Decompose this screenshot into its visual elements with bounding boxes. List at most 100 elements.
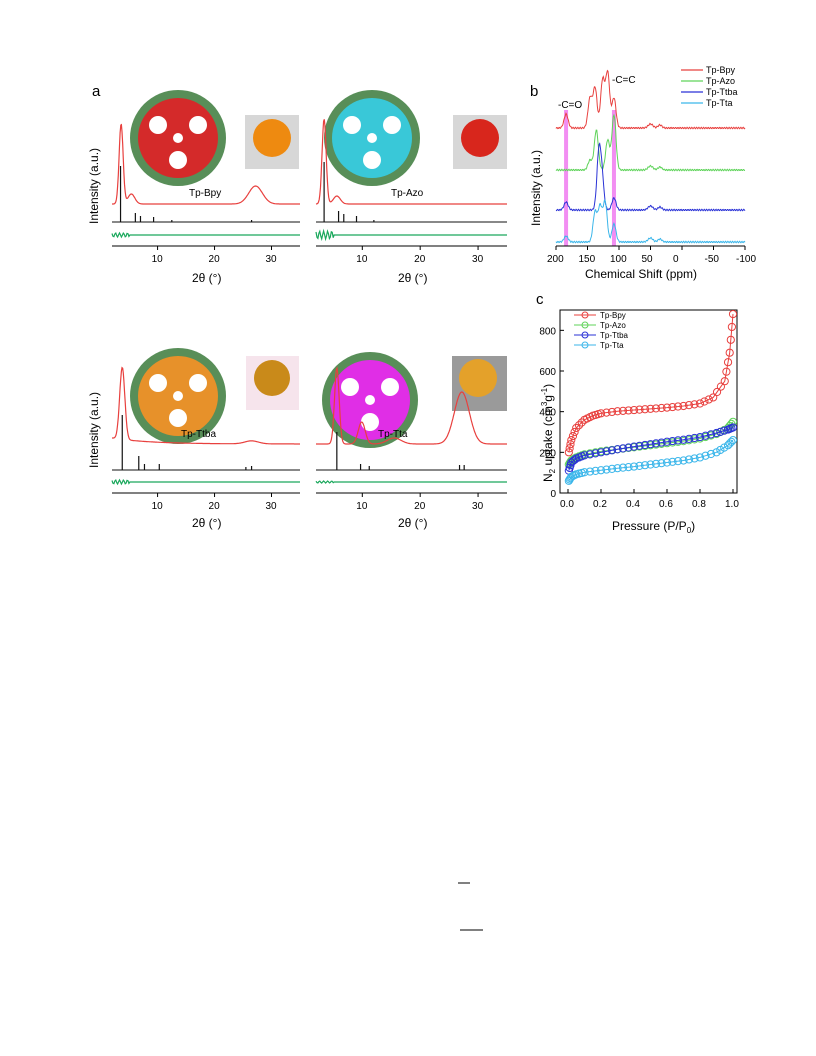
nmr-trace bbox=[555, 199, 746, 244]
isotherm-point bbox=[618, 444, 628, 453]
isotherm-point bbox=[602, 465, 611, 474]
nmr-x-tick-label: 200 bbox=[547, 254, 564, 265]
isotherm-point bbox=[700, 397, 709, 406]
isotherm-point bbox=[580, 468, 589, 477]
isotherm-point bbox=[607, 446, 617, 455]
isotherm-point bbox=[577, 418, 586, 427]
isotherm-ylabel-g: g bbox=[541, 395, 555, 402]
isotherm-point bbox=[673, 436, 683, 445]
nmr-annotation-alkene: -C=C bbox=[612, 75, 636, 86]
pxrd-x-tick-label: 20 bbox=[414, 254, 426, 265]
isotherm-point bbox=[629, 405, 639, 415]
nmr-x-tick-label: 0 bbox=[673, 254, 679, 265]
pxrd-experimental-trace bbox=[112, 366, 300, 445]
nmr-traces bbox=[555, 69, 746, 244]
isotherm-point bbox=[690, 400, 699, 409]
pxrd-x-tick-label: 30 bbox=[266, 254, 278, 265]
isotherm-x-tick-label: 0.2 bbox=[593, 499, 607, 510]
isotherm-legend-label: Tp-Bpy bbox=[600, 311, 626, 320]
pxrd-x-tick-label: 10 bbox=[152, 501, 164, 512]
isotherm-x-tick-label: 0.4 bbox=[626, 499, 640, 510]
isotherm-axis: 0.0 0.2 0.4 0.6 0.8 1.0 0 200 400 600 800 bbox=[539, 309, 739, 510]
isotherm-point bbox=[564, 448, 573, 457]
pxrd-traces-tp-tta bbox=[315, 366, 507, 484]
isotherm-point bbox=[706, 449, 716, 459]
isotherm-series bbox=[564, 309, 738, 485]
pxrd-x-tick-label: 20 bbox=[209, 254, 221, 265]
isotherm-xlabel-sub: 0 bbox=[687, 526, 692, 535]
isotherm-point bbox=[723, 358, 733, 367]
panel-label-a: a bbox=[92, 83, 101, 100]
nmr-highlights bbox=[564, 110, 616, 246]
isotherm-point bbox=[607, 464, 617, 473]
pxrd-xlabel-tp-ttba: 2θ (°) bbox=[192, 516, 221, 530]
isotherm-point bbox=[679, 401, 688, 411]
nmr-trace bbox=[555, 142, 746, 212]
isotherm-x-tick-label: 0.6 bbox=[659, 499, 673, 510]
pxrd-film-disc-tp-azo bbox=[461, 119, 499, 157]
pxrd-series-label-tp-tta: Tp-Tta bbox=[378, 429, 408, 440]
panel-label-c: c bbox=[536, 291, 544, 308]
isotherm-ylabel-mid: uptake (cm bbox=[541, 406, 555, 469]
nmr-x-tick-label: -100 bbox=[736, 254, 756, 265]
isotherm-point bbox=[624, 443, 633, 452]
pxrd-experimental-trace bbox=[315, 119, 507, 205]
pxrd-film-disc-tp-tta bbox=[459, 359, 497, 397]
isotherm-point bbox=[668, 436, 677, 446]
isotherm-point bbox=[580, 451, 589, 460]
isotherm-point bbox=[568, 431, 578, 441]
isotherm-point bbox=[567, 436, 576, 445]
isotherm-point bbox=[570, 471, 579, 480]
pxrd-x-tick-label: 20 bbox=[414, 501, 426, 512]
isotherm-legend-marker bbox=[581, 331, 589, 339]
pxrd-axis-tp-ttba: 10 20 30 bbox=[112, 492, 300, 512]
isotherm-point bbox=[629, 462, 639, 471]
pxrd-x-tick-label: 30 bbox=[472, 254, 484, 265]
nmr-x-tick-label: 150 bbox=[579, 254, 596, 265]
nmr-x-tick-label: -50 bbox=[705, 254, 720, 265]
panel-label-b: b bbox=[530, 83, 538, 100]
isotherm-point bbox=[591, 449, 600, 458]
nmr-axis: 200 150 100 50 0 -50 -100 bbox=[547, 245, 756, 265]
isotherm-xlabel-end: ) bbox=[691, 519, 695, 533]
isotherm-point bbox=[618, 406, 628, 415]
pxrd-film-disc-tp-ttba bbox=[254, 360, 290, 396]
isotherm-legend-marker bbox=[581, 341, 589, 349]
isotherm-point bbox=[613, 464, 622, 473]
isotherm-point bbox=[624, 406, 633, 415]
isotherm-legend-marker bbox=[581, 321, 589, 329]
nmr-xlabel: Chemical Shift (ppm) bbox=[585, 267, 697, 281]
pxrd-xlabel-tp-azo: 2θ (°) bbox=[398, 271, 427, 285]
pxrd-difference-trace bbox=[315, 480, 507, 484]
isotherm-point bbox=[704, 395, 713, 404]
isotherm-point bbox=[646, 460, 655, 469]
isotherm-point bbox=[673, 457, 683, 466]
pxrd-ylabel-tp-ttba: Intensity (a.u.) bbox=[87, 392, 101, 468]
isotherm-point bbox=[684, 401, 694, 410]
isotherm-x-tick-label: 0.8 bbox=[692, 499, 706, 510]
isotherm-point bbox=[690, 454, 699, 463]
pxrd-ylabel-tp-bpy: Intensity (a.u.) bbox=[87, 148, 101, 224]
pxrd-difference-trace bbox=[111, 478, 300, 486]
isotherm-point bbox=[646, 404, 655, 413]
isotherm-point bbox=[695, 453, 705, 462]
isotherm-point bbox=[726, 335, 735, 344]
isotherm-y-tick-label: 800 bbox=[539, 326, 556, 337]
isotherm-point bbox=[690, 433, 699, 443]
isotherm-point bbox=[668, 457, 677, 466]
isotherm-ylabel-sub: 2 bbox=[548, 468, 557, 473]
nmr-x-tick-label: 100 bbox=[610, 254, 627, 265]
isotherm-point bbox=[624, 463, 633, 472]
isotherm-point bbox=[684, 455, 694, 464]
isotherm-point bbox=[657, 438, 666, 447]
isotherm-point bbox=[727, 437, 736, 446]
nmr-legend-label: Tp-Bpy bbox=[706, 65, 736, 75]
pxrd-x-tick-label: 10 bbox=[152, 254, 164, 265]
isotherm-point bbox=[602, 408, 611, 417]
isotherm-y-tick-label: 0 bbox=[550, 489, 556, 500]
isotherm-point bbox=[657, 403, 666, 413]
isotherm-ylabel-sup1: 3 bbox=[540, 401, 549, 406]
